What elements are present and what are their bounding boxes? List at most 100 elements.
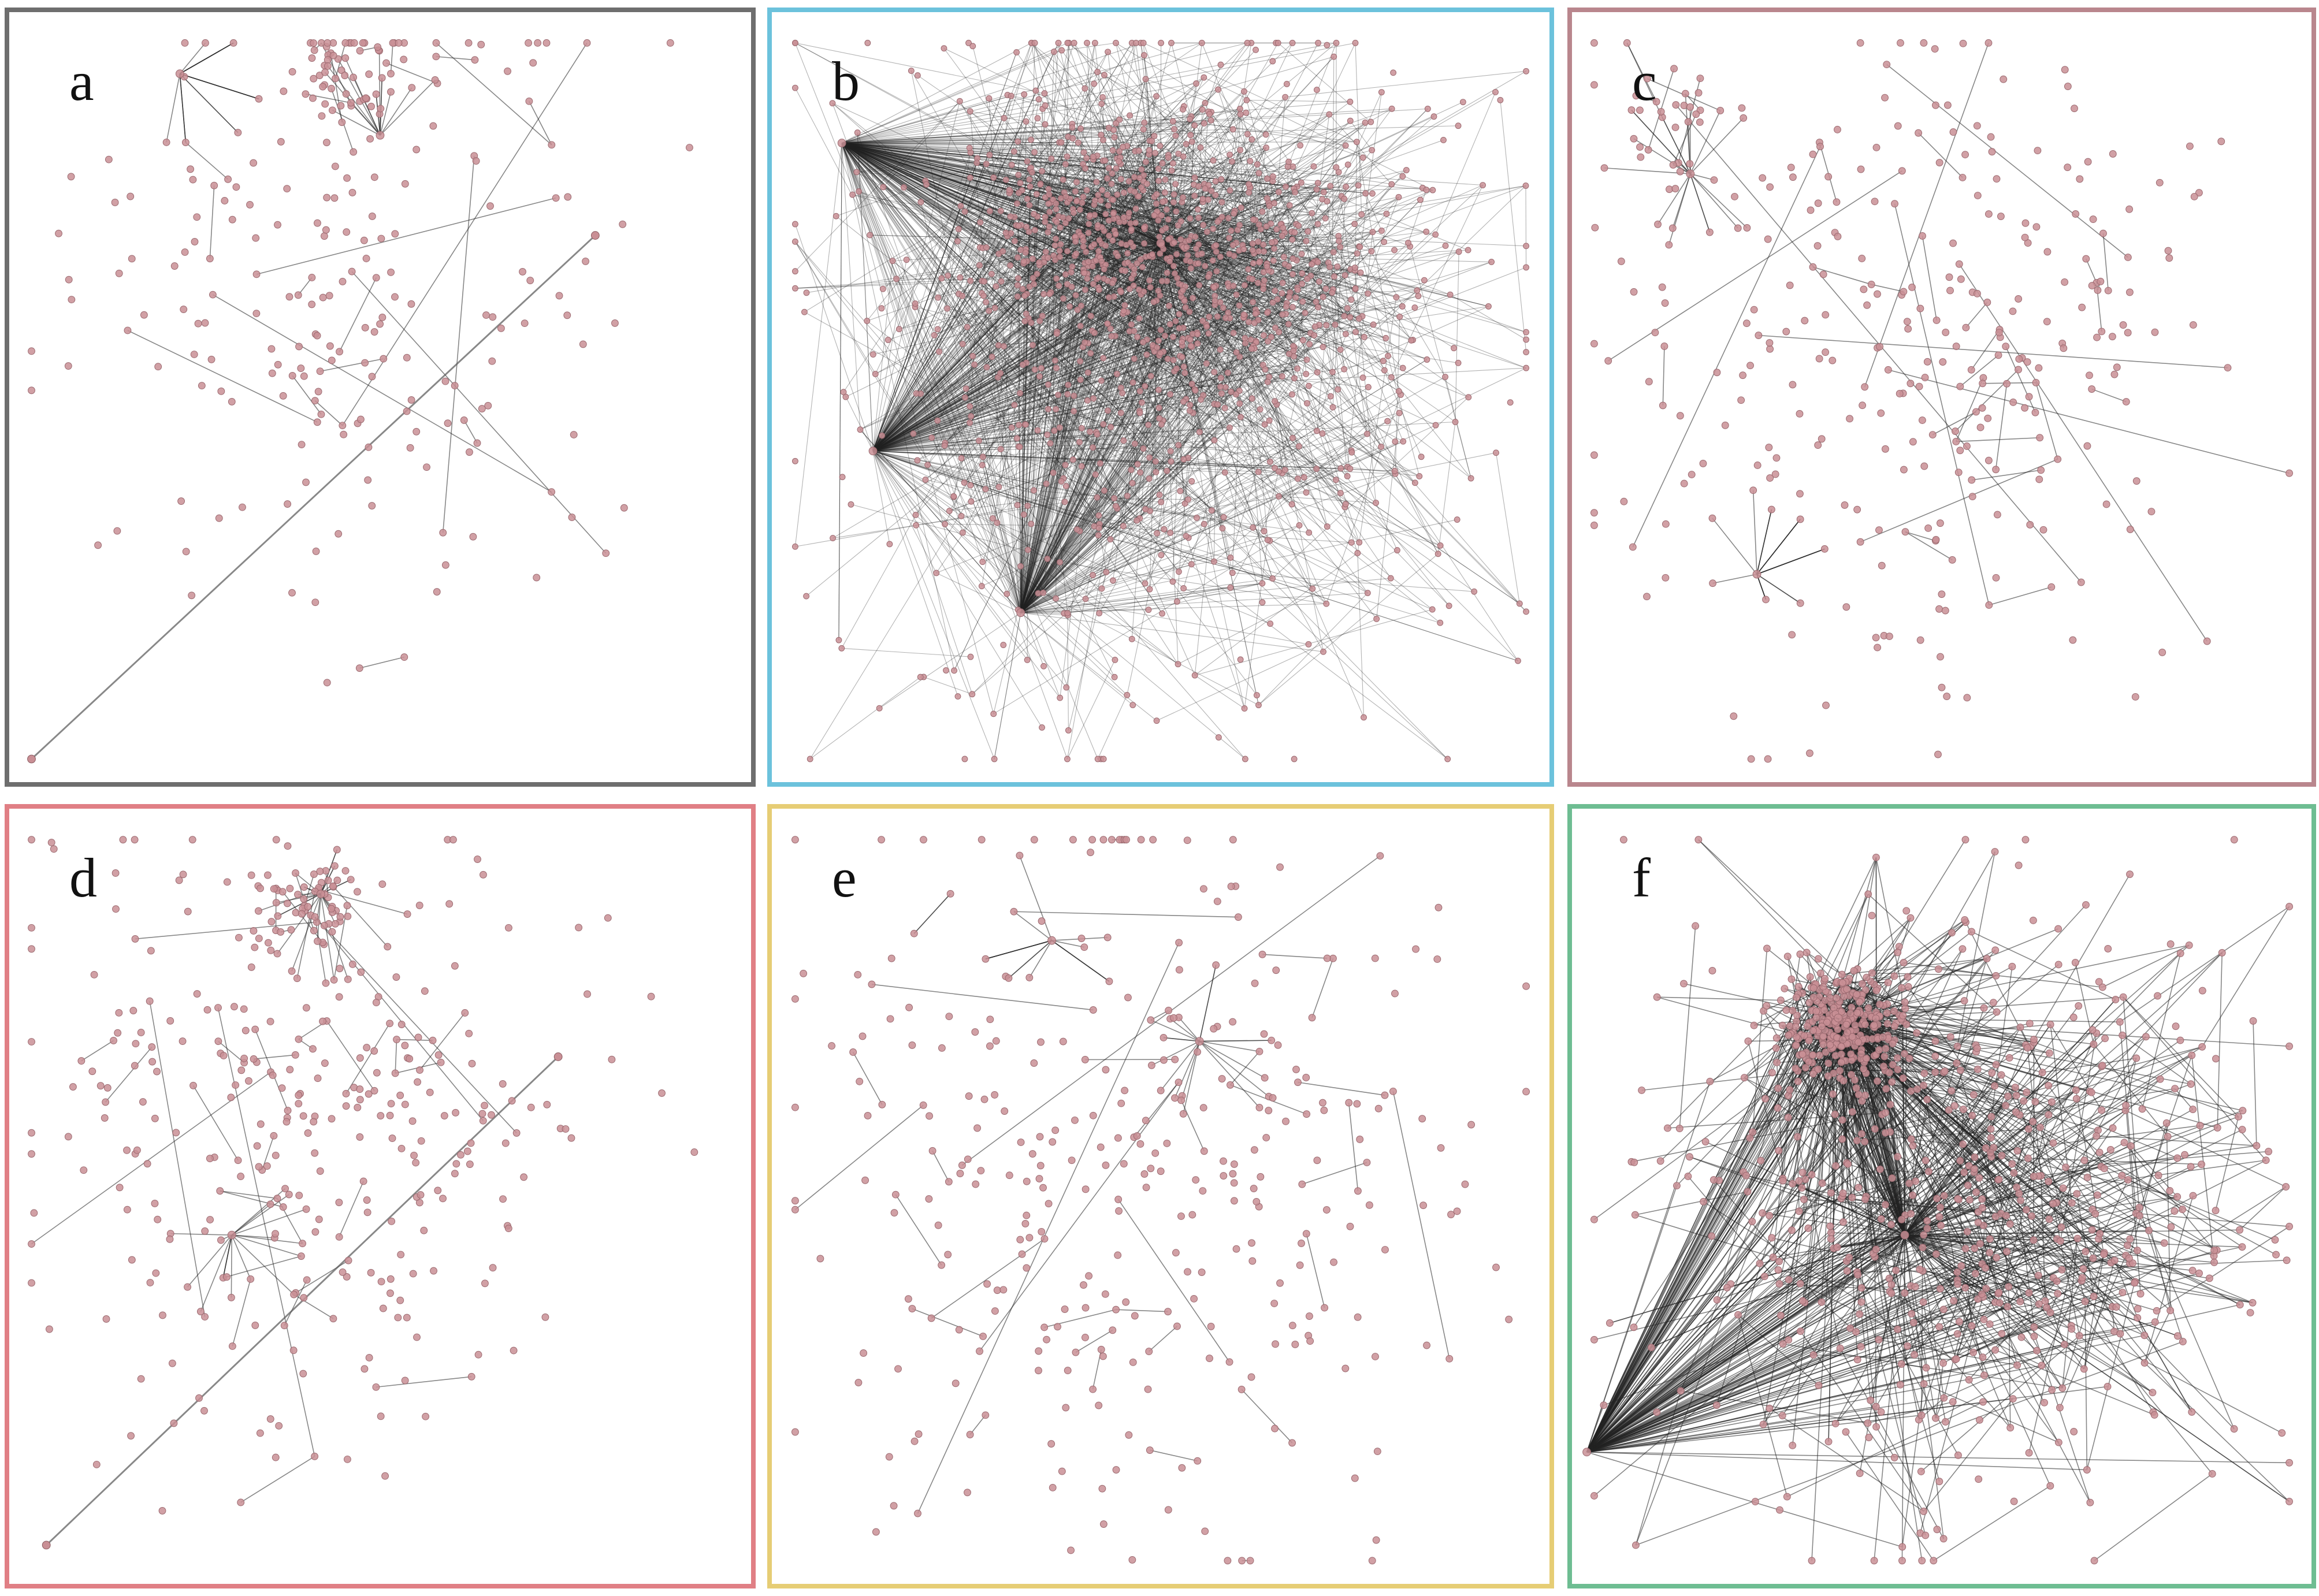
- node: [583, 39, 591, 47]
- edge: [127, 330, 318, 423]
- node: [1658, 283, 1666, 291]
- hub-node: [175, 69, 184, 79]
- node: [1370, 321, 1377, 328]
- node: [1272, 325, 1279, 331]
- edge: [380, 87, 412, 136]
- node: [2026, 521, 2034, 529]
- edge: [872, 233, 1116, 452]
- node: [548, 141, 556, 149]
- node: [124, 326, 132, 334]
- node: [1014, 254, 1021, 261]
- edge: [1359, 246, 1420, 477]
- node: [1766, 345, 1774, 353]
- node: [412, 427, 421, 436]
- node: [1915, 129, 1923, 137]
- node: [1336, 237, 1342, 244]
- edge: [872, 121, 1372, 452]
- node: [1201, 120, 1207, 127]
- node: [1396, 410, 1403, 416]
- node: [1096, 287, 1102, 293]
- edge: [339, 277, 377, 352]
- node: [961, 479, 968, 486]
- edge: [795, 42, 1031, 170]
- edge: [395, 1039, 397, 1073]
- edge: [1417, 261, 1492, 291]
- node: [969, 352, 976, 359]
- edge: [1175, 288, 1356, 322]
- node: [1342, 142, 1349, 149]
- node: [285, 293, 293, 301]
- node: [1309, 261, 1315, 267]
- node: [1268, 333, 1274, 340]
- node: [1113, 165, 1120, 172]
- edge: [982, 456, 1021, 613]
- edge: [1407, 189, 1427, 243]
- edge: [1045, 197, 1185, 374]
- node: [308, 300, 316, 308]
- node: [1241, 88, 1247, 95]
- edge: [1020, 427, 1112, 613]
- edge: [872, 263, 1125, 452]
- edge: [872, 318, 1029, 452]
- node: [128, 1256, 136, 1264]
- node: [570, 431, 578, 438]
- edge: [1140, 259, 1351, 270]
- edge: [1087, 358, 1135, 401]
- node: [1108, 423, 1114, 430]
- node: [1091, 241, 1098, 248]
- edge: [1357, 553, 1365, 717]
- node: [1209, 257, 1216, 264]
- node: [341, 54, 350, 62]
- edge: [1150, 229, 1238, 288]
- node: [1187, 132, 1194, 139]
- node: [1111, 674, 1118, 680]
- node: [1186, 407, 1193, 414]
- node: [1149, 251, 1155, 258]
- edge: [1119, 151, 1221, 257]
- edge: [842, 143, 1031, 170]
- node: [1173, 208, 1180, 215]
- edge: [872, 99, 1039, 452]
- edge: [872, 160, 1103, 452]
- edge: [1020, 187, 1142, 613]
- node: [1246, 189, 1253, 196]
- node: [1085, 258, 1092, 265]
- edge: [1395, 474, 1439, 555]
- edge: [841, 143, 1520, 604]
- node: [1095, 512, 1102, 519]
- node: [1069, 263, 1076, 270]
- node: [245, 1077, 252, 1085]
- edge: [1087, 168, 1117, 401]
- edge: [795, 281, 984, 289]
- node: [1686, 103, 1694, 111]
- edge: [841, 143, 1179, 572]
- node: [1262, 131, 1269, 138]
- node: [1274, 39, 1281, 46]
- node: [1891, 200, 1898, 208]
- node: [1362, 119, 1369, 126]
- edge: [529, 101, 552, 146]
- node: [1108, 180, 1115, 187]
- node: [1306, 341, 1313, 348]
- node: [1073, 178, 1080, 185]
- edge: [1160, 185, 1526, 244]
- node: [568, 514, 576, 522]
- edge: [1143, 43, 1173, 122]
- node: [1314, 369, 1321, 375]
- edge: [842, 143, 1006, 180]
- edge: [1354, 224, 1410, 247]
- node: [1224, 369, 1231, 376]
- node: [864, 318, 871, 325]
- node: [1920, 39, 1928, 47]
- node: [2043, 318, 2051, 326]
- edge: [1224, 147, 1267, 408]
- node: [1247, 336, 1254, 343]
- node: [394, 1314, 402, 1322]
- edge: [841, 143, 1064, 299]
- node: [188, 591, 196, 600]
- node: [1956, 382, 1964, 390]
- node: [1935, 159, 1943, 166]
- node: [1285, 321, 1292, 328]
- edge: [806, 427, 1012, 597]
- node: [333, 846, 341, 854]
